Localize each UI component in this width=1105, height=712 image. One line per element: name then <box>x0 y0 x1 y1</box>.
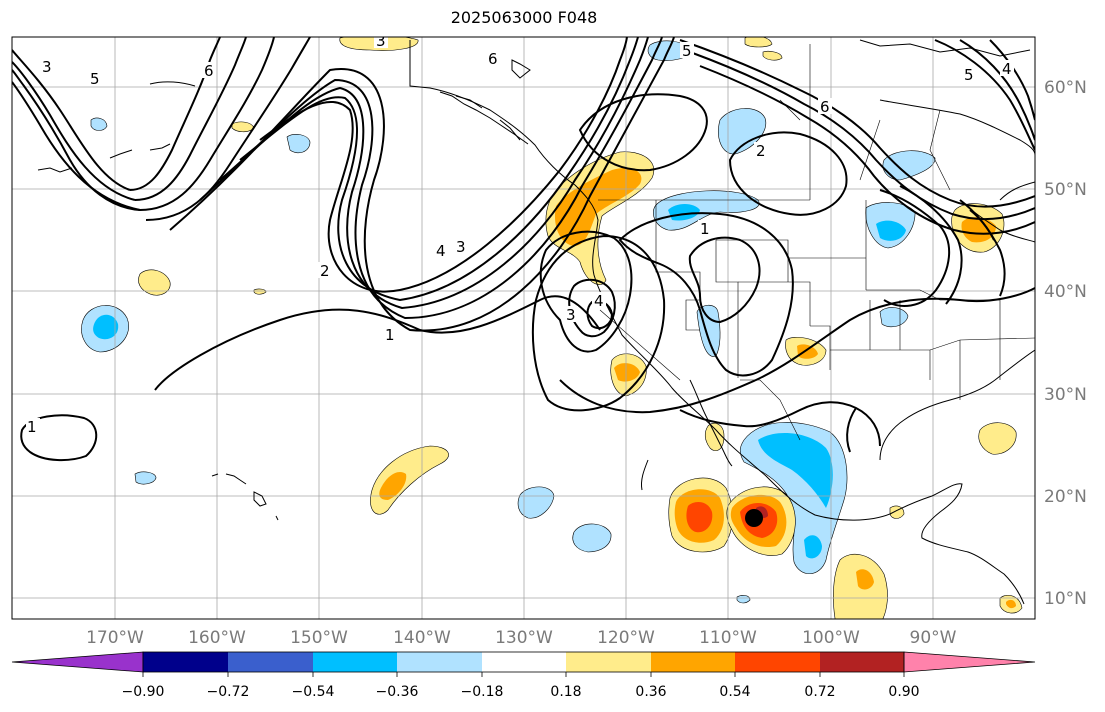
colorbar-bin <box>143 652 228 672</box>
colorbar-bin <box>735 652 820 672</box>
colorbar-bin <box>566 652 651 672</box>
colorbar-bin <box>397 652 482 672</box>
contour-label: 6 <box>820 98 830 116</box>
colorbar-bin <box>651 652 735 672</box>
colorbar-tick: 0.72 <box>804 684 835 700</box>
contour-labels: 1 1 1 2 2 3 3 3 3 4 4 4 5 5 <box>26 32 1014 436</box>
contour-label: 2 <box>756 142 766 160</box>
colorbar-extend-max <box>903 651 1036 673</box>
contour-label: 4 <box>436 242 446 260</box>
colorbar-tick: 0.36 <box>635 684 666 700</box>
storm-center-marker <box>745 509 763 527</box>
colorbar-bin <box>820 652 904 672</box>
graticule <box>12 37 1035 619</box>
colorbar-tick: −0.54 <box>292 684 335 700</box>
contour-label: 1 <box>385 326 395 344</box>
contour-lines <box>12 37 1035 462</box>
lon-label: 160°W <box>188 628 246 648</box>
colorbar-bin <box>228 652 313 672</box>
lat-label: 60°N <box>1044 78 1087 98</box>
lon-label: 130°W <box>495 628 553 648</box>
contour-label: 5 <box>682 42 692 60</box>
colorbar-extend-min <box>11 651 144 673</box>
contour-label: 2 <box>320 262 330 280</box>
colorbar-tick: −0.18 <box>461 684 504 700</box>
lon-label: 140°W <box>393 628 451 648</box>
contour-label: 3 <box>456 238 466 256</box>
colorbar-tick: −0.36 <box>376 684 419 700</box>
contour-label: 3 <box>566 306 576 324</box>
colorbar-tick: 0.54 <box>719 684 750 700</box>
lat-label: 20°N <box>1044 487 1087 507</box>
colorbar-tick: −0.90 <box>122 684 165 700</box>
contour-label: 6 <box>488 50 498 68</box>
lon-label: 100°W <box>802 628 860 648</box>
colorbar-tick: 0.90 <box>888 684 919 700</box>
lat-label: 10°N <box>1044 589 1087 609</box>
contour-label: 3 <box>42 58 52 76</box>
contour-label: 6 <box>204 62 214 80</box>
contour-label: 3 <box>376 32 386 50</box>
map-frame <box>11 36 1036 620</box>
lat-label: 50°N <box>1044 180 1087 200</box>
lat-label: 40°N <box>1044 282 1087 302</box>
colorbar-tick: 0.18 <box>550 684 581 700</box>
lon-label: 90°W <box>910 628 957 648</box>
admin-borders <box>598 44 1035 441</box>
latitude-labels: 60°N 50°N 40°N 30°N 20°N 10°N <box>1044 78 1087 609</box>
lon-label: 110°W <box>699 628 757 648</box>
contour-label: 1 <box>27 418 37 436</box>
longitude-labels: 170°W 160°W 150°W 140°W 130°W 120°W 110°… <box>86 628 957 648</box>
contour-label: 4 <box>1002 60 1012 78</box>
contour-label: 4 <box>594 292 604 310</box>
contour-label: 5 <box>90 70 100 88</box>
colorbar-tick: −0.72 <box>207 684 250 700</box>
colorbar: −0.90 −0.72 −0.54 −0.36 −0.18 0.18 0.36 … <box>11 651 1036 700</box>
colorbar-bin <box>482 652 566 672</box>
contour-label: 5 <box>964 66 974 84</box>
lat-label: 30°N <box>1044 385 1087 405</box>
lon-label: 120°W <box>597 628 655 648</box>
colorbar-bin <box>313 652 397 672</box>
map-plot-area: 1 1 1 2 2 3 3 3 3 4 4 4 5 5 <box>12 32 1035 619</box>
lon-label: 170°W <box>86 628 144 648</box>
lon-label: 150°W <box>290 628 348 648</box>
map-title: 2025063000 F048 <box>450 8 598 27</box>
contour-label: 1 <box>700 220 710 238</box>
